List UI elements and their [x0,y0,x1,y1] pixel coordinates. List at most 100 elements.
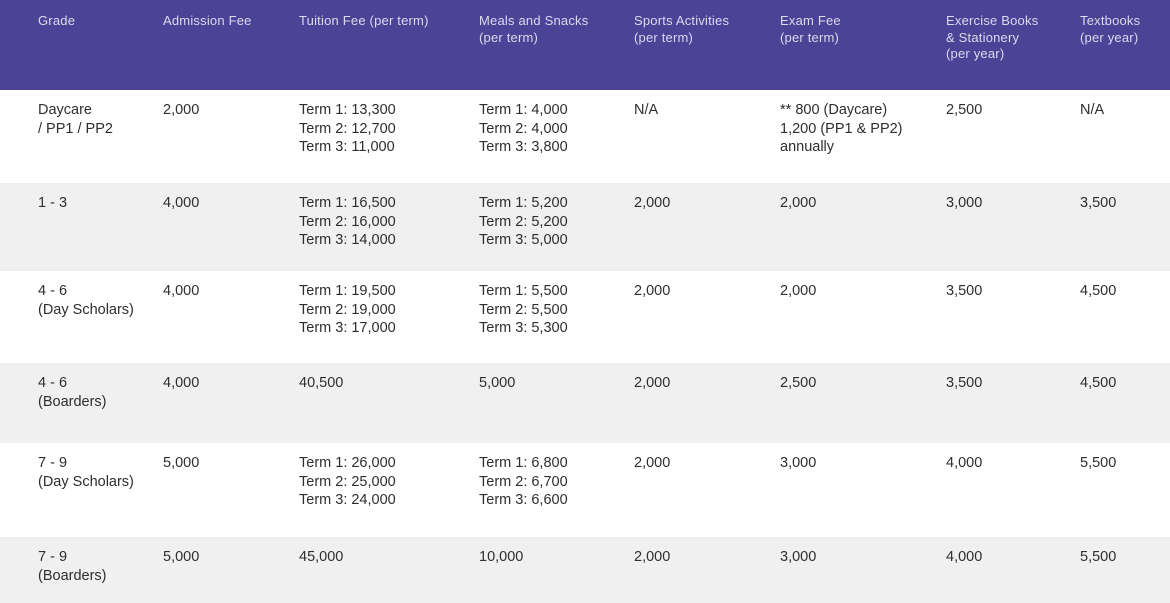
cell-grade: 1 - 3 [38,194,163,271]
header-line: (per year) [1080,29,1139,45]
cell-sports-activities: 2,000 [634,548,780,603]
table-row: 4 - 6 (Day Scholars) 4,000 Term 1: 19,500… [0,271,1170,363]
cell-line: 3,500 [946,375,983,391]
cell-line: Term 1: 4,000 [479,102,568,118]
header-line: Exam Fee [780,13,841,28]
cell-line: (Day Scholars) [38,301,134,318]
cell-meals-snacks: 10,000 [479,548,634,603]
cell-grade: 4 - 6 (Boarders) [38,374,163,443]
cell-sports-activities: 2,000 [634,282,780,363]
cell-line: 40,500 [299,375,344,391]
cell-line: 4,000 [163,375,200,391]
header-exercise-books: Exercise Books & Stationery (per year) [946,13,1080,90]
cell-line: Term 3: 14,000 [299,232,396,249]
cell-line: 4,000 [163,283,200,299]
cell-line: 2,500 [946,102,983,118]
cell-line: Term 3: 6,600 [479,492,568,509]
header-line: (per year) [946,46,1005,61]
cell-line: Term 3: 5,300 [479,320,568,337]
cell-line: 1,200 (PP1 & PP2) [780,120,903,137]
cell-line: 5,000 [163,455,200,471]
cell-line: N/A [1080,102,1105,118]
table-row: 1 - 3 4,000 Term 1: 16,500 Term 2: 16,000… [0,183,1170,271]
cell-admission-fee: 4,000 [163,374,299,443]
cell-textbooks: 5,500 [1080,454,1170,537]
cell-exercise-books: 2,500 [946,101,1080,183]
cell-line: Term 1: 26,000 [299,455,396,471]
cell-exercise-books: 3,000 [946,194,1080,271]
header-line: Tuition Fee (per term) [299,13,429,28]
cell-line: 2,000 [634,375,671,391]
cell-sports-activities: N/A [634,101,780,183]
cell-line: 3,000 [946,195,983,211]
table-row: 7 - 9 (Day Scholars) 5,000 Term 1: 26,000… [0,443,1170,537]
cell-grade: Daycare / PP1 / PP2 [38,101,163,183]
cell-meals-snacks: Term 1: 4,000 Term 2: 4,000 Term 3: 3,800 [479,101,634,183]
cell-line: N/A [634,102,659,118]
cell-line: (Boarders) [38,393,107,410]
cell-line: 5,500 [1080,549,1117,565]
cell-textbooks: 4,500 [1080,282,1170,363]
table-header-row: Grade Admission Fee Tuition Fee (per ter… [0,0,1170,90]
cell-exercise-books: 4,000 [946,548,1080,603]
cell-line: Term 3: 17,000 [299,320,396,337]
cell-line: 45,000 [299,549,344,565]
cell-line: Term 2: 6,700 [479,473,568,490]
header-sports-activities: Sports Activities (per term) [634,13,780,90]
cell-line: 7 - 9 [38,455,68,471]
cell-line: 4,500 [1080,375,1117,391]
cell-line: Term 3: 11,000 [299,139,395,156]
cell-tuition-fee: Term 1: 19,500 Term 2: 19,000 Term 3: 17,0… [299,282,479,363]
header-line: (per term) [479,29,539,45]
cell-tuition-fee: 45,000 [299,548,479,603]
cell-grade: 7 - 9 (Boarders) [38,548,163,603]
cell-line: Term 1: 13,300 [299,102,396,118]
cell-line: Term 2: 25,000 [299,473,396,490]
cell-line: 2,000 [780,195,817,211]
cell-line: 4,000 [946,455,983,471]
cell-line: 3,000 [780,549,817,565]
cell-exercise-books: 4,000 [946,454,1080,537]
cell-meals-snacks: Term 1: 5,200 Term 2: 5,200 Term 3: 5,000 [479,194,634,271]
header-exam-fee: Exam Fee (per term) [780,13,946,90]
header-line: (per term) [780,29,840,45]
cell-line: Daycare [38,102,92,118]
cell-line: Term 1: 5,200 [479,195,568,211]
cell-exercise-books: 3,500 [946,282,1080,363]
cell-line: Term 2: 19,000 [299,301,396,318]
header-line: Exercise Books [946,13,1039,28]
header-line: & Stationery [946,29,1020,45]
cell-line: 5,000 [479,375,516,391]
header-line: (per term) [634,29,694,45]
header-line: Grade [38,13,76,28]
cell-admission-fee: 4,000 [163,282,299,363]
cell-line: 10,000 [479,549,524,565]
cell-line: Term 1: 16,500 [299,195,396,211]
header-line: Admission Fee [163,13,252,28]
cell-line: ** 800 (Daycare) [780,102,888,118]
cell-sports-activities: 2,000 [634,454,780,537]
cell-line: 2,500 [780,375,817,391]
cell-sports-activities: 2,000 [634,374,780,443]
cell-textbooks: 5,500 [1080,548,1170,603]
cell-tuition-fee: Term 1: 26,000 Term 2: 25,000 Term 3: 24,0… [299,454,479,537]
cell-line: 2,000 [634,455,671,471]
cell-line: Term 1: 6,800 [479,455,568,471]
cell-textbooks: N/A [1080,101,1170,183]
cell-line: 4 - 6 [38,375,68,391]
cell-line: Term 2: 5,500 [479,301,568,318]
cell-meals-snacks: Term 1: 6,800 Term 2: 6,700 Term 3: 6,600 [479,454,634,537]
cell-line: 2,000 [780,283,817,299]
cell-admission-fee: 2,000 [163,101,299,183]
cell-admission-fee: 4,000 [163,194,299,271]
header-admission-fee: Admission Fee [163,13,299,90]
cell-line: Term 2: 16,000 [299,213,396,230]
table-row: 7 - 9 (Boarders) 5,000 45,000 10,000 2,00… [0,537,1170,603]
cell-admission-fee: 5,000 [163,548,299,603]
cell-exam-fee: 3,000 [780,454,946,537]
cell-line: Term 2: 4,000 [479,120,568,137]
cell-exercise-books: 3,500 [946,374,1080,443]
cell-meals-snacks: 5,000 [479,374,634,443]
cell-line: Term 3: 5,000 [479,232,568,249]
